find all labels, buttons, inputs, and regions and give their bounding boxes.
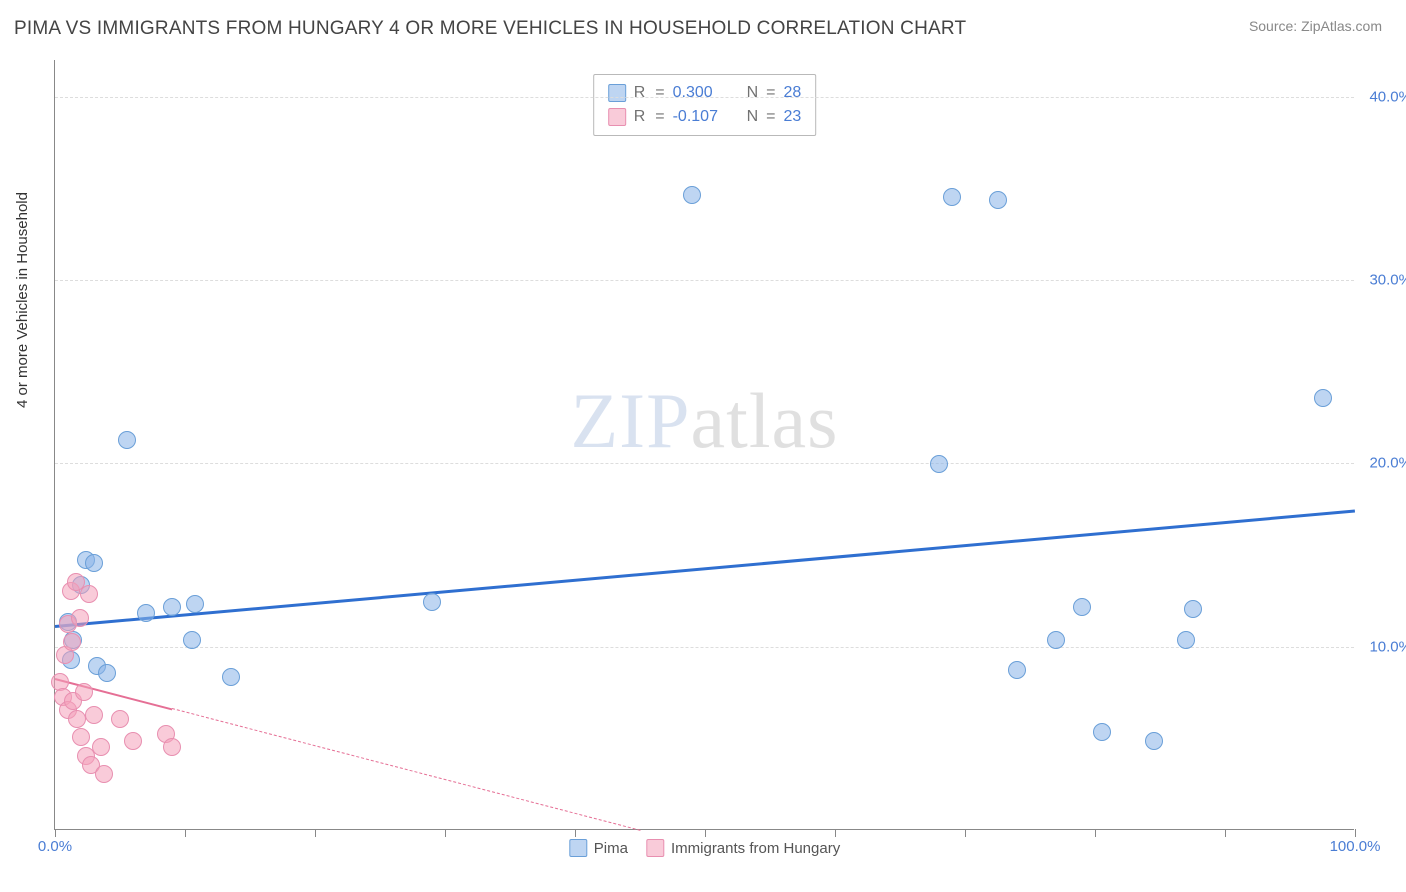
grid-line: [55, 280, 1354, 281]
data-point: [989, 191, 1007, 209]
legend-stats-box: R = 0.300 N = 28 R = -0.107 N = 23: [593, 74, 817, 136]
data-point: [183, 631, 201, 649]
grid-line: [55, 463, 1354, 464]
eq-sign: =: [655, 81, 664, 105]
swatch-hungary-bottom: [646, 839, 664, 857]
data-point: [95, 765, 113, 783]
x-tick: [315, 829, 316, 837]
chart-wrapper: 4 or more Vehicles in Household ZIPatlas…: [14, 50, 1392, 880]
chart-header: PIMA VS IMMIGRANTS FROM HUNGARY 4 OR MOR…: [0, 0, 1406, 48]
data-point: [163, 598, 181, 616]
data-point: [72, 728, 90, 746]
watermark-atlas: atlas: [691, 377, 839, 464]
y-axis-label: 4 or more Vehicles in Household: [14, 150, 31, 450]
data-point: [423, 593, 441, 611]
x-tick-label: 0.0%: [38, 838, 72, 855]
eq-sign-2: =: [766, 81, 775, 105]
data-point: [85, 706, 103, 724]
data-point: [1047, 631, 1065, 649]
r-label-2: R: [634, 105, 646, 129]
x-tick: [835, 829, 836, 837]
data-point: [68, 710, 86, 728]
data-point: [930, 455, 948, 473]
swatch-pima-bottom: [569, 839, 587, 857]
data-point: [92, 738, 110, 756]
data-point: [124, 732, 142, 750]
r-value-pima: 0.300: [673, 81, 729, 105]
legend-item-hungary: Immigrants from Hungary: [646, 839, 840, 857]
y-tick-label: 20.0%: [1369, 455, 1406, 472]
data-point: [943, 188, 961, 206]
r-value-hungary: -0.107: [673, 105, 729, 129]
data-point: [75, 683, 93, 701]
legend-row-hungary: R = -0.107 N = 23: [608, 105, 802, 129]
n-value-pima: 28: [784, 81, 802, 105]
grid-line: [55, 647, 1354, 648]
trend-line: [172, 708, 640, 831]
grid-line: [55, 97, 1354, 98]
r-label: R: [634, 81, 646, 105]
eq-sign-4: =: [766, 105, 775, 129]
x-tick: [445, 829, 446, 837]
data-point: [1184, 600, 1202, 618]
data-point: [163, 738, 181, 756]
y-tick-label: 40.0%: [1369, 88, 1406, 105]
data-point: [1073, 598, 1091, 616]
data-point: [98, 664, 116, 682]
x-tick: [705, 829, 706, 837]
chart-title: PIMA VS IMMIGRANTS FROM HUNGARY 4 OR MOR…: [14, 18, 966, 40]
data-point: [1008, 661, 1026, 679]
y-tick-label: 10.0%: [1369, 638, 1406, 655]
data-point: [1093, 723, 1111, 741]
data-point: [71, 609, 89, 627]
legend-label-hungary: Immigrants from Hungary: [671, 840, 840, 857]
swatch-pima: [608, 84, 626, 102]
data-point: [186, 595, 204, 613]
data-point: [80, 585, 98, 603]
data-point: [111, 710, 129, 728]
n-label: N: [747, 81, 759, 105]
n-label-2: N: [747, 105, 759, 129]
x-tick: [1225, 829, 1226, 837]
data-point: [85, 554, 103, 572]
x-tick: [55, 829, 56, 837]
y-tick-label: 30.0%: [1369, 272, 1406, 289]
source-attribution: Source: ZipAtlas.com: [1249, 18, 1382, 34]
watermark: ZIPatlas: [571, 376, 839, 466]
x-tick: [1095, 829, 1096, 837]
data-point: [222, 668, 240, 686]
data-point: [1177, 631, 1195, 649]
data-point: [63, 633, 81, 651]
data-point: [137, 604, 155, 622]
x-tick: [185, 829, 186, 837]
swatch-hungary: [608, 108, 626, 126]
eq-sign-3: =: [655, 105, 664, 129]
trend-line: [55, 509, 1355, 627]
watermark-zip: ZIP: [571, 377, 691, 464]
data-point: [118, 431, 136, 449]
x-tick: [575, 829, 576, 837]
data-point: [683, 186, 701, 204]
legend-label-pima: Pima: [594, 840, 628, 857]
legend-item-pima: Pima: [569, 839, 628, 857]
legend-row-pima: R = 0.300 N = 28: [608, 81, 802, 105]
x-tick-label: 100.0%: [1330, 838, 1381, 855]
data-point: [1145, 732, 1163, 750]
x-tick: [1355, 829, 1356, 837]
n-value-hungary: 23: [784, 105, 802, 129]
legend-bottom: Pima Immigrants from Hungary: [569, 839, 840, 857]
plot-area: ZIPatlas R = 0.300 N = 28 R = -0.107 N =…: [54, 60, 1354, 830]
x-tick: [965, 829, 966, 837]
data-point: [1314, 389, 1332, 407]
